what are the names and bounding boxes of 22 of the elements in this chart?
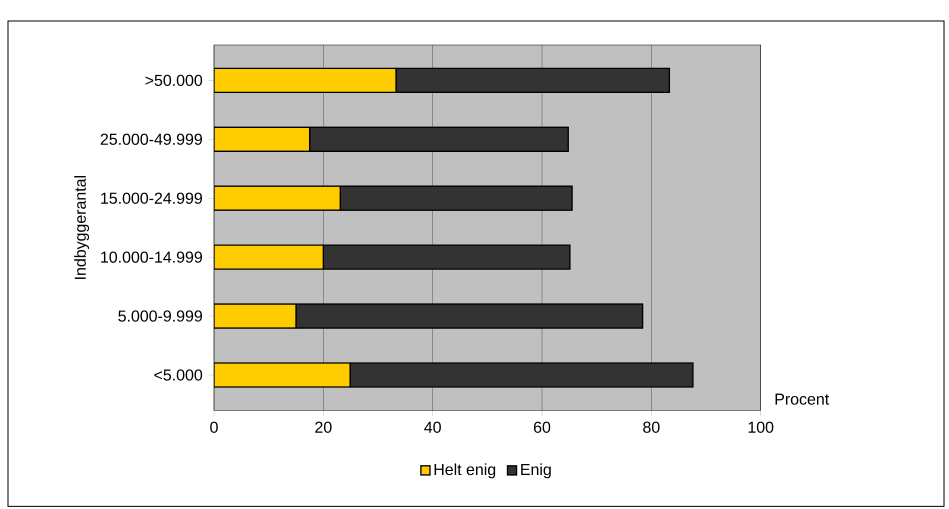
- x-tick-label: 100: [748, 422, 774, 433]
- y-tick-label: 5.000-9.999: [118, 310, 202, 322]
- y-tick-label: 10.000-14.999: [101, 251, 202, 263]
- bar: [214, 362, 351, 388]
- x-tick-label: 80: [643, 422, 660, 433]
- x-tick-label: 20: [315, 422, 332, 433]
- x-tick-label: 40: [424, 422, 441, 433]
- bar: [214, 244, 324, 270]
- x-tick-label: 0: [210, 422, 218, 433]
- y-tick-label: 15.000-24.999: [101, 192, 202, 204]
- y-tick-label: 25.000-49.999: [100, 134, 202, 145]
- y-tick-label: >50.000: [145, 74, 202, 86]
- bar: [214, 126, 310, 152]
- x-axis-title: Procent: [776, 394, 830, 405]
- bar: [214, 68, 397, 94]
- bar: [214, 303, 297, 329]
- legend-label: Enig: [521, 463, 551, 478]
- y-axis-title: Indbyggerantal: [74, 176, 90, 279]
- y-tick-label: <5.000: [154, 369, 202, 381]
- bar: [214, 186, 341, 211]
- x-tick-label: 60: [534, 422, 550, 433]
- legend-label: Helt enig: [434, 463, 496, 478]
